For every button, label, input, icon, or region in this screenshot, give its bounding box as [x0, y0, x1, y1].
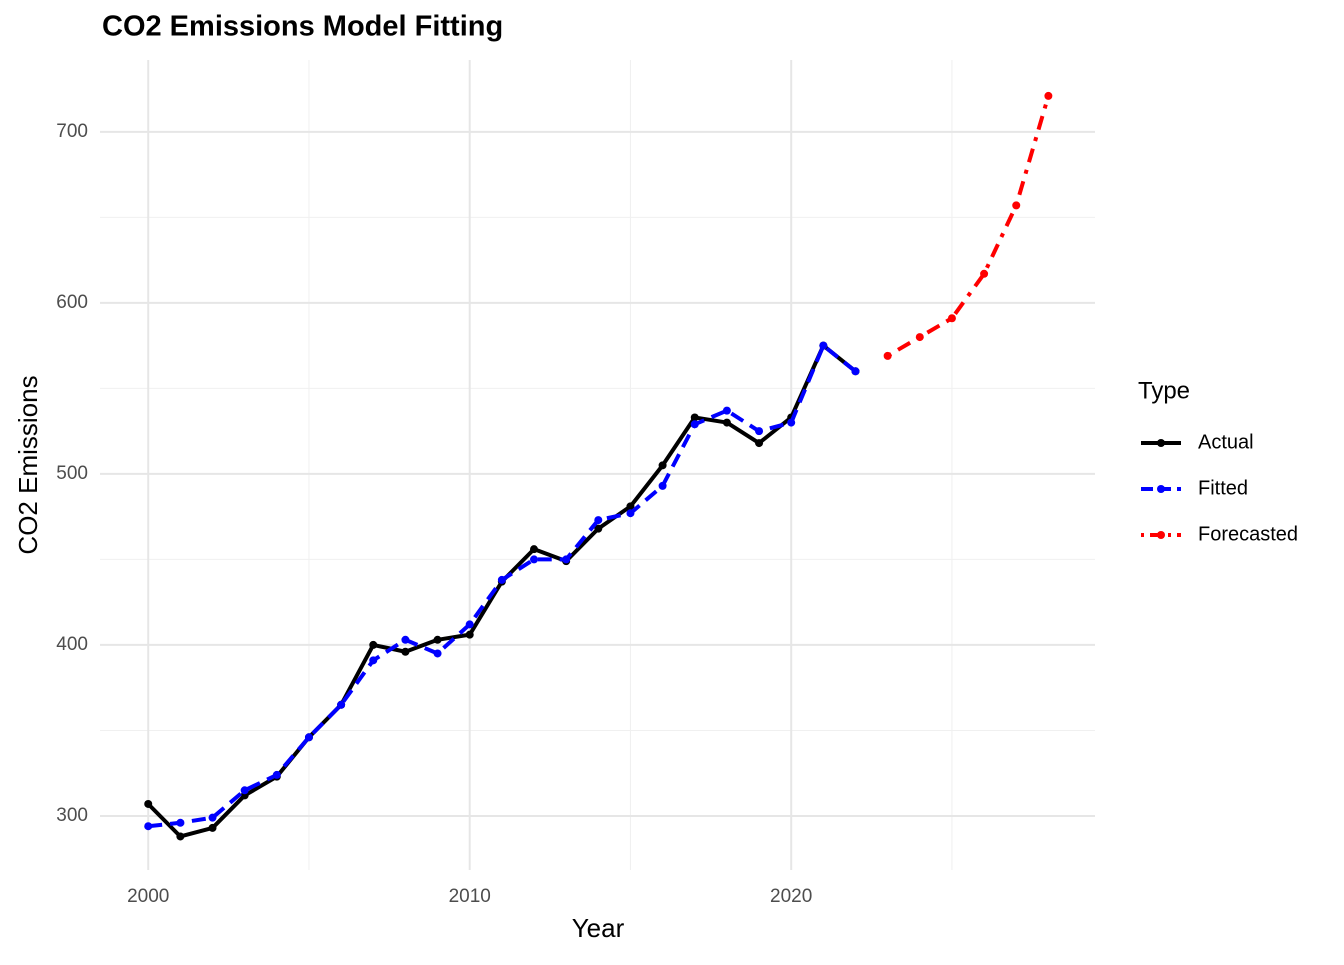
data-point	[947, 314, 956, 323]
data-point	[883, 351, 892, 360]
data-point	[337, 700, 346, 709]
y-tick-label: 400	[56, 634, 88, 655]
x-tick-label: 2020	[770, 886, 812, 907]
data-point	[787, 418, 796, 427]
data-point	[401, 647, 410, 656]
legend-swatch-point	[1157, 531, 1165, 539]
legend-title: Type	[1138, 377, 1190, 404]
data-point	[562, 555, 571, 564]
data-point	[433, 635, 442, 644]
data-point	[658, 481, 667, 490]
data-point	[208, 813, 217, 822]
legend-label: Forecasted	[1198, 523, 1298, 545]
data-point	[304, 733, 313, 742]
data-point	[401, 635, 410, 644]
legend-label: Fitted	[1198, 477, 1248, 499]
data-point	[433, 649, 442, 658]
x-tick-label: 2010	[449, 886, 491, 907]
data-point	[208, 823, 217, 832]
series-line	[146, 343, 857, 839]
data-point	[755, 427, 764, 436]
data-point	[594, 524, 603, 533]
data-point	[658, 461, 667, 470]
y-tick-label: 600	[56, 292, 88, 313]
x-axis-label: Year	[572, 913, 625, 943]
data-point	[530, 545, 539, 554]
data-point	[851, 367, 860, 376]
legend-label: Actual	[1198, 431, 1254, 453]
y-tick-label: 700	[56, 121, 88, 142]
data-point	[594, 516, 603, 525]
x-tick-label: 2000	[127, 886, 169, 907]
data-point	[369, 640, 378, 649]
chart-title: CO2 Emissions Model Fitting	[102, 11, 503, 43]
data-point	[497, 575, 506, 584]
data-point	[1044, 91, 1053, 100]
data-point	[144, 799, 153, 808]
series-line	[886, 95, 1051, 358]
data-point	[819, 341, 828, 350]
data-point	[465, 620, 474, 629]
y-axis-label: CO2 Emissions	[13, 375, 43, 554]
data-point	[915, 333, 924, 342]
legend-swatch-point	[1157, 485, 1165, 493]
data-point	[722, 406, 731, 415]
data-point	[144, 822, 153, 831]
data-point	[530, 555, 539, 564]
data-point	[176, 832, 185, 841]
series-line	[148, 343, 857, 829]
data-point	[722, 418, 731, 427]
data-point	[176, 818, 185, 827]
data-point	[465, 630, 474, 639]
data-point	[690, 420, 699, 429]
y-tick-label: 300	[56, 805, 88, 826]
data-point	[690, 413, 699, 422]
data-point	[755, 439, 764, 448]
data-point	[1012, 201, 1021, 210]
data-point	[272, 770, 281, 779]
data-point	[980, 269, 989, 278]
data-point	[626, 502, 635, 511]
data-point	[240, 786, 249, 795]
data-point	[626, 509, 635, 518]
legend-swatch-point	[1157, 439, 1165, 447]
data-point	[369, 656, 378, 665]
y-tick-label: 500	[56, 463, 88, 484]
